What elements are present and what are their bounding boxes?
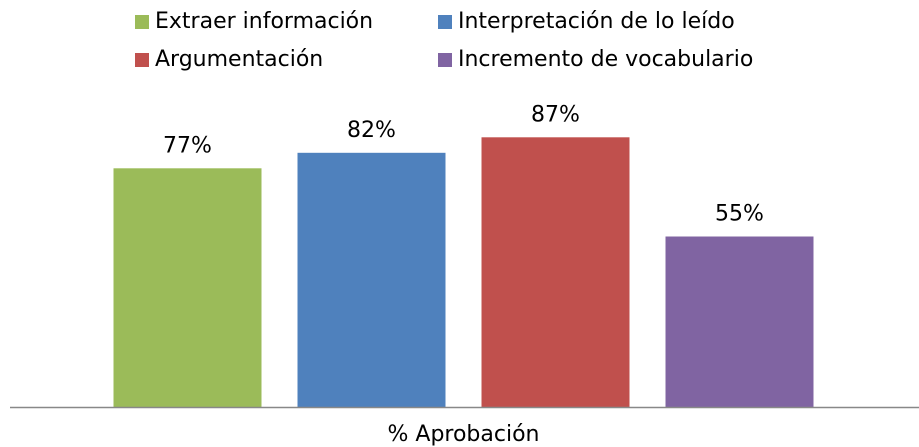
- legend-label: Extraer información: [155, 9, 373, 34]
- legend-label: Interpretación de lo leído: [458, 9, 735, 34]
- bar: [665, 236, 814, 407]
- legend-swatch: [135, 15, 149, 29]
- bar: [481, 137, 630, 408]
- legend-label: Argumentación: [155, 47, 323, 72]
- x-tick-label: % Aprobación: [388, 422, 540, 447]
- legend-label: Incremento de vocabulario: [458, 47, 753, 72]
- data-label: 87%: [531, 102, 580, 127]
- bar: [113, 168, 262, 407]
- data-label: 55%: [715, 202, 764, 227]
- legend-swatch: [438, 53, 452, 67]
- data-label: 82%: [347, 118, 396, 143]
- data-label: 77%: [163, 133, 212, 158]
- legend-swatch: [438, 15, 452, 29]
- bar: [297, 152, 446, 407]
- legend-swatch: [135, 53, 149, 67]
